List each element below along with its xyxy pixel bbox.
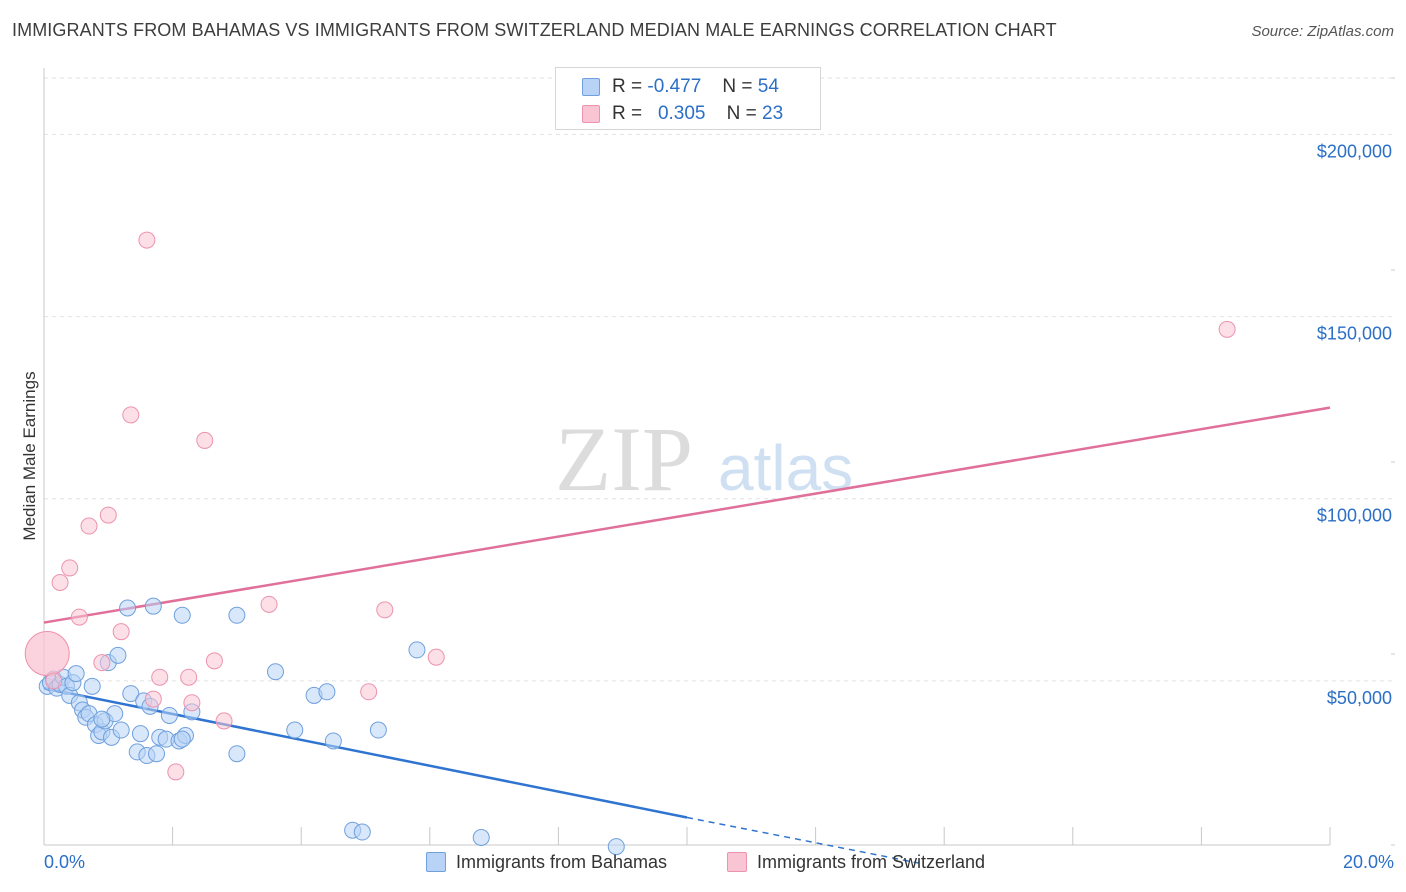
switzerland-point: [61, 559, 79, 577]
switzerland-point: [93, 654, 111, 672]
switzerland-trend-line: [43, 406, 1331, 624]
bahamas-point: [228, 745, 246, 763]
switzerland-point: [70, 608, 88, 626]
bahamas-point: [148, 745, 166, 763]
grid-lines: [44, 77, 1395, 682]
legend-swatch-blue: [582, 78, 600, 96]
legend-n-value: 23: [762, 103, 784, 124]
bahamas-point: [318, 683, 336, 701]
bahamas-point: [369, 721, 387, 739]
y-tick-labels: $50,000 $100,000 $150,000 $200,000: [1317, 141, 1392, 707]
switzerland-point: [1218, 320, 1236, 338]
legend-r-label: R =: [612, 76, 643, 97]
watermark-zip: ZIP: [555, 408, 693, 510]
switzerland-point: [183, 694, 201, 712]
axes: [43, 68, 1395, 846]
bahamas-point: [607, 838, 625, 856]
bahamas-point: [353, 823, 371, 841]
switzerland-point: [24, 631, 70, 677]
bottom-legend-label: Immigrants from Switzerland: [757, 852, 986, 872]
bottom-legend-swatch-pink: [727, 852, 747, 872]
data-points: [24, 231, 1236, 856]
switzerland-point: [196, 431, 214, 449]
bahamas-point: [160, 706, 178, 724]
legend-r-label: R =: [612, 103, 643, 124]
bahamas-point: [286, 721, 304, 739]
bahamas-point: [266, 663, 284, 681]
bahamas-point: [472, 829, 490, 846]
switzerland-point: [376, 601, 394, 619]
bahamas-point: [67, 665, 85, 683]
switzerland-point: [122, 406, 140, 424]
y-tick-label: $100,000: [1317, 506, 1392, 526]
switzerland-point: [138, 231, 156, 249]
switzerland-point: [112, 623, 130, 641]
bottom-legend-label: Immigrants from Bahamas: [456, 852, 668, 872]
x-tick-label-max: 20.0%: [1342, 852, 1394, 872]
y-tick-label: $150,000: [1317, 324, 1392, 344]
bahamas-point: [228, 606, 246, 624]
bahamas-point: [93, 710, 111, 728]
legend-n-label: N =: [726, 103, 757, 124]
bahamas-point: [131, 725, 149, 743]
switzerland-point: [144, 690, 162, 708]
bottom-legend-swatch-blue: [426, 852, 446, 872]
legend-swatch-pink: [582, 105, 600, 123]
switzerland-point: [51, 574, 69, 591]
switzerland-point: [45, 672, 63, 690]
chart-title: IMMIGRANTS FROM BAHAMAS VS IMMIGRANTS FR…: [12, 20, 1057, 40]
switzerland-point: [215, 712, 233, 730]
switzerland-point: [260, 595, 278, 613]
bahamas-point: [122, 685, 140, 703]
switzerland-point: [180, 668, 198, 686]
y-tick-label: $50,000: [1327, 688, 1392, 708]
legend-n-label: N =: [722, 76, 753, 97]
stats-legend: R = -0.477 N = 54 R = 0.305 N = 23: [555, 67, 821, 130]
bahamas-point: [109, 646, 127, 664]
bahamas-point: [83, 677, 101, 695]
switzerland-point: [80, 517, 98, 535]
legend-r-value: -0.477: [647, 76, 702, 97]
bahamas-point: [324, 732, 342, 750]
bahamas-point: [119, 599, 137, 617]
legend-r-value: 0.305: [657, 103, 706, 124]
bahamas-point: [112, 721, 130, 739]
switzerland-point: [360, 683, 378, 701]
bottom-legend-bahamas: Immigrants from Bahamas: [426, 852, 667, 873]
bahamas-point: [173, 730, 191, 748]
chart-source: Source: ZipAtlas.com: [1251, 23, 1394, 40]
x-tick-label-min: 0.0%: [44, 852, 86, 872]
bahamas-point: [173, 606, 191, 624]
bahamas-point: [408, 641, 426, 659]
legend-n-value: 54: [757, 76, 779, 97]
switzerland-point: [151, 668, 169, 686]
watermark-atlas: atlas: [718, 432, 853, 504]
bahamas-point: [144, 597, 162, 615]
switzerland-point: [167, 763, 185, 781]
switzerland-point: [99, 506, 117, 524]
y-tick-label: $200,000: [1317, 141, 1392, 161]
switzerland-point: [427, 648, 445, 666]
switzerland-point: [205, 652, 223, 670]
bottom-legend-switzerland: Immigrants from Switzerland: [727, 852, 985, 873]
